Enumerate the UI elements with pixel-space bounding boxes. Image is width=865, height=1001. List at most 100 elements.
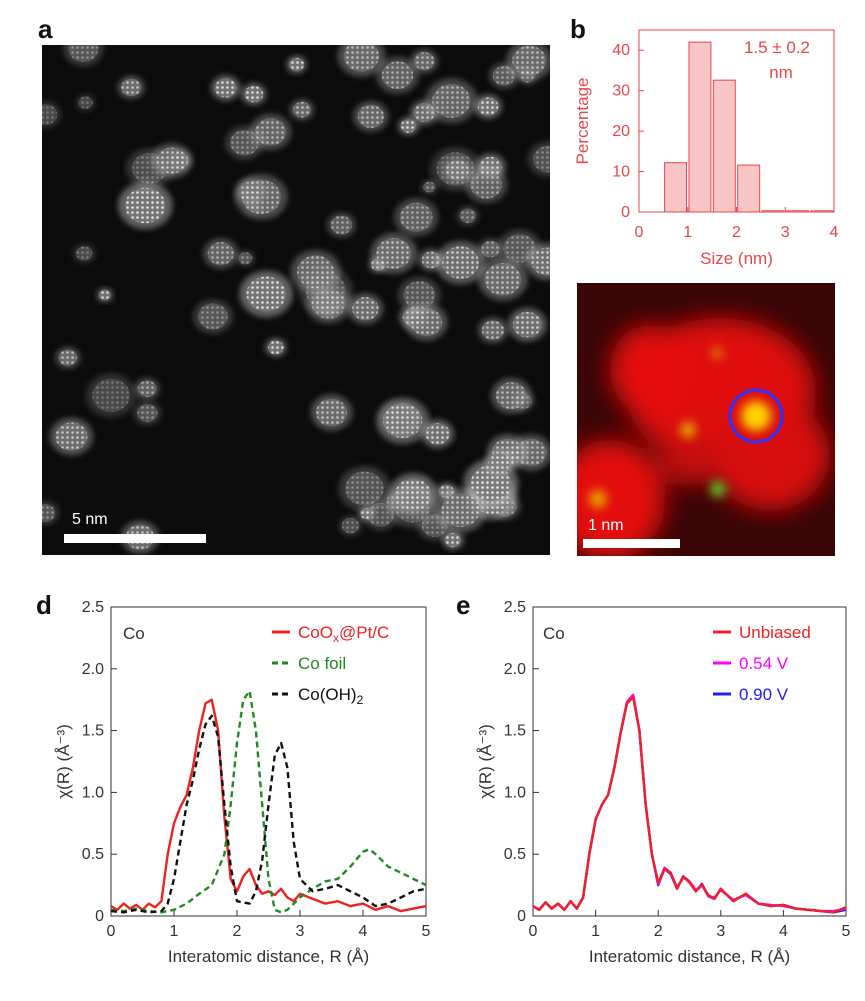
series-line	[110, 698, 427, 913]
exafs-plot-d: 0 1 2 3 4 5 0 0.5 1.0 1.5 2.0 2.5 Interatomic distan…	[54, 599, 431, 966]
histogram-bar	[737, 164, 761, 213]
nanoparticle	[425, 422, 450, 445]
nanoparticle	[381, 61, 414, 90]
y-tick-label: 0	[621, 204, 630, 221]
y-tick-label: 1.5	[82, 723, 104, 740]
x-tick-label: 1	[591, 923, 600, 940]
nanoparticle	[413, 52, 435, 71]
nanoparticle	[423, 181, 436, 193]
nanoparticle	[400, 119, 417, 133]
y-tick-label: 40	[612, 42, 630, 59]
x-tick-label: 1	[683, 224, 692, 241]
size-annotation-line2: nm	[769, 63, 793, 82]
y-tick-label: 1.0	[82, 784, 104, 801]
nanoparticle	[512, 45, 547, 76]
nanoparticle	[399, 202, 433, 232]
legend-label: 0.54 V	[739, 654, 789, 673]
element-label-d: Co	[123, 624, 145, 643]
nanoparticle	[315, 398, 348, 427]
nanoparticle	[267, 340, 284, 355]
stem-image-background	[42, 45, 550, 555]
x-tick-label: 2	[654, 923, 663, 940]
series-line	[110, 689, 427, 914]
histogram-bar	[810, 210, 834, 213]
size-annotation-line1: 1.5 ± 0.2	[744, 38, 810, 57]
nanoparticle	[137, 380, 157, 398]
element-label-e: Co	[543, 624, 565, 643]
nanoparticle	[345, 471, 384, 506]
nanoparticle	[352, 297, 379, 321]
nanoparticle	[156, 147, 187, 174]
nanoparticle	[533, 145, 550, 173]
nanoparticle	[78, 96, 93, 109]
nanoparticle	[214, 78, 237, 98]
nanoparticle	[198, 303, 228, 330]
x-tick-label: 2	[732, 224, 741, 241]
nanoparticle	[403, 281, 436, 310]
panel-e-label: e	[456, 590, 470, 620]
highlight-circle	[728, 388, 784, 444]
stem-nanoparticles	[42, 45, 550, 554]
scale-bar-a	[64, 534, 206, 543]
legend-label: Unbiased	[739, 623, 811, 642]
x-tick-label: 0	[635, 224, 644, 241]
histogram-bar	[712, 79, 736, 213]
nanoparticle	[238, 252, 253, 265]
histogram-bar	[785, 210, 809, 213]
panel-e: e 0 1 2 3 4 5 0 0.5 1.0 1.5 2.0 2.5 Interatomic dist…	[456, 590, 851, 966]
scale-bar-c-label: 1 nm	[588, 517, 624, 534]
nanoparticle	[125, 187, 166, 224]
nanoparticle	[488, 453, 510, 473]
nanoparticle	[481, 320, 504, 340]
nanoparticle	[393, 490, 431, 523]
histogram-bar	[688, 41, 712, 213]
nanoparticle	[385, 405, 415, 432]
series-line	[532, 693, 847, 913]
nanoparticle	[531, 247, 550, 276]
nanoparticle	[98, 289, 111, 301]
nanoparticle	[357, 104, 384, 128]
y-tick-label: 20	[612, 123, 630, 140]
panel-d-label: d	[36, 590, 52, 620]
x-tick-label: 4	[830, 224, 839, 241]
y-tick-label: 2.0	[82, 661, 104, 678]
nanoparticle	[484, 262, 522, 296]
scale-bar-a-label: 5 nm	[72, 511, 108, 528]
x-axis-label: Interatomic distance, R (Å)	[589, 947, 790, 966]
nanoparticle	[238, 181, 262, 202]
nanoparticle	[68, 45, 99, 62]
y-tick-label: 30	[612, 83, 630, 100]
nanoparticle	[343, 45, 380, 72]
nanoparticle	[436, 152, 475, 186]
x-tick-label: 0	[107, 923, 116, 940]
nanoparticle	[92, 378, 130, 413]
x-tick-label: 4	[779, 923, 788, 940]
legend-label: Co foil	[298, 654, 346, 673]
x-tick-label: 5	[422, 923, 431, 940]
y-tick-label: 0	[95, 908, 104, 925]
nanoparticle	[514, 393, 532, 409]
y-axis-label: χ(R) (Å⁻³)	[476, 724, 495, 799]
nanoparticle	[442, 246, 480, 279]
x-tick-label: 1	[170, 923, 179, 940]
x-tick-label: 5	[842, 923, 851, 940]
nanoparticle	[441, 493, 480, 528]
plot-frame	[110, 606, 427, 917]
nanoparticle	[520, 70, 535, 83]
nanoparticle	[207, 241, 234, 266]
y-tick-label: 2.5	[504, 599, 526, 616]
nanoparticle	[341, 517, 360, 534]
y-tick-label: 0	[517, 908, 526, 925]
y-tick-label: 2.5	[82, 599, 104, 616]
histogram-bar	[761, 210, 785, 213]
x-tick-label: 3	[781, 224, 790, 241]
nanoparticle	[42, 104, 58, 125]
panel-c: c 1 nm	[577, 283, 835, 556]
nanoparticle	[292, 101, 311, 118]
x-tick-label: 4	[359, 923, 368, 940]
series-line	[110, 714, 427, 914]
nanoparticle	[230, 129, 259, 156]
y-tick-label: 1.0	[504, 784, 526, 801]
